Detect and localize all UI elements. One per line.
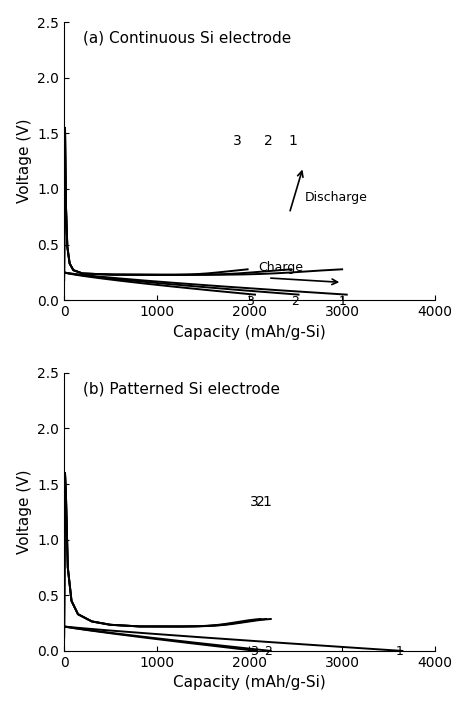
- Text: Charge: Charge: [259, 262, 304, 274]
- Text: 3: 3: [250, 495, 258, 508]
- Text: Discharge: Discharge: [305, 192, 368, 204]
- Text: 2: 2: [264, 134, 272, 148]
- Text: 2: 2: [291, 295, 299, 308]
- X-axis label: Capacity (mAh/g-Si): Capacity (mAh/g-Si): [173, 675, 326, 690]
- Y-axis label: Voltage (V): Voltage (V): [17, 119, 32, 204]
- Text: 1: 1: [396, 645, 403, 658]
- Text: 3: 3: [233, 134, 242, 148]
- Text: 2: 2: [264, 645, 272, 658]
- X-axis label: Capacity (mAh/g-Si): Capacity (mAh/g-Si): [173, 325, 326, 339]
- Text: 1: 1: [288, 134, 297, 148]
- Text: 3: 3: [250, 645, 258, 658]
- Text: 1: 1: [263, 495, 272, 508]
- Text: (b) Patterned Si electrode: (b) Patterned Si electrode: [83, 381, 280, 396]
- Text: (a) Continuous Si electrode: (a) Continuous Si electrode: [83, 30, 291, 45]
- Y-axis label: Voltage (V): Voltage (V): [17, 469, 32, 554]
- Text: 2: 2: [256, 495, 265, 508]
- Text: 1: 1: [339, 295, 347, 308]
- Text: 3: 3: [246, 295, 254, 308]
